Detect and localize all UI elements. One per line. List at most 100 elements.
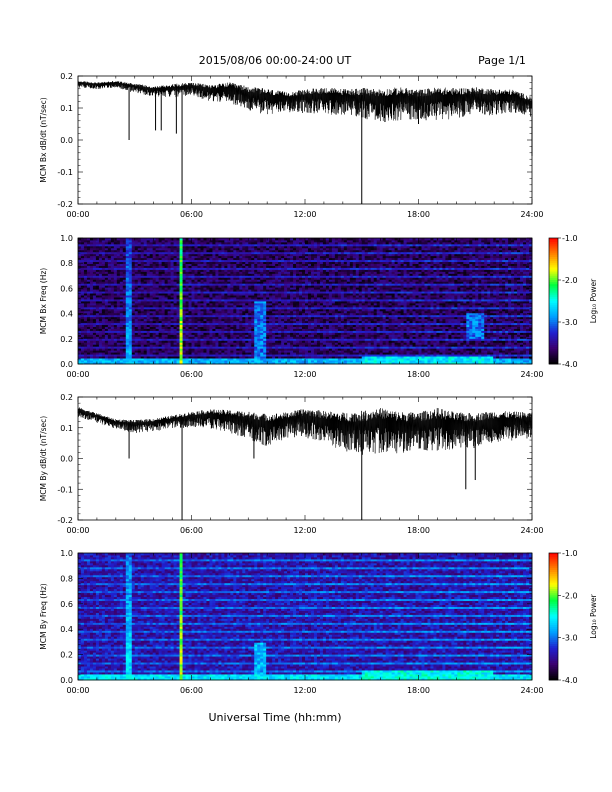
spectrogram-cell — [466, 362, 470, 365]
spectrogram-cell — [236, 360, 240, 363]
spectrogram-cell — [197, 350, 201, 353]
spectrogram-cell — [215, 332, 219, 335]
spectrogram-cell — [307, 352, 312, 355]
spectrogram-cell — [128, 348, 133, 351]
spectrogram-cell — [409, 334, 413, 337]
spectrogram-cell — [391, 334, 396, 337]
spectrogram-cell — [364, 348, 369, 351]
spectrogram-cell — [239, 334, 243, 337]
spectrogram-cell — [409, 360, 413, 363]
spectrogram-cell — [116, 350, 121, 353]
spectrogram-cell — [382, 328, 387, 331]
spectrogram-cell — [119, 358, 124, 361]
spectrogram-cell — [236, 348, 240, 351]
spectrogram-cell — [104, 338, 109, 341]
spectrogram-cell — [170, 352, 174, 355]
spectrogram-cell — [305, 356, 309, 359]
spectrogram-cell — [128, 362, 133, 365]
spectrogram-cell — [529, 336, 533, 339]
spectrogram-cell — [272, 326, 276, 329]
spectrogram-cell — [158, 362, 163, 365]
spectrogram-cell — [481, 346, 485, 349]
spectrogram-cell — [299, 322, 303, 326]
spectrogram-cell — [92, 360, 97, 363]
spectrogram-cell — [254, 340, 258, 343]
spectrogram-cell — [364, 356, 369, 359]
spectrogram-cell — [254, 346, 258, 349]
spectrogram-cell — [409, 338, 413, 341]
spectrogram-cell — [379, 336, 384, 339]
spectrogram-cell — [122, 340, 127, 343]
spectrogram-cell — [481, 322, 485, 326]
spectrogram-cell — [98, 352, 103, 355]
spectrogram-cell — [421, 332, 425, 335]
spectrogram-cell — [391, 324, 396, 327]
spectrogram-cell — [80, 328, 85, 331]
spectrogram-cell — [260, 358, 264, 361]
spectrogram-cell — [191, 324, 195, 327]
spectrogram-cell — [266, 360, 270, 363]
spectrogram-cell — [83, 342, 88, 345]
spectrogram-cell — [457, 358, 461, 361]
page-indicator: Page 1/1 — [478, 54, 526, 67]
spectrogram-cell — [358, 328, 363, 331]
spectrogram-cell — [98, 354, 103, 357]
spectrogram-cell — [119, 326, 124, 329]
spectrogram-cell — [469, 362, 473, 365]
spectrogram-cell — [155, 334, 160, 337]
spectrogram-cell — [179, 324, 183, 327]
spectrogram-cell — [349, 358, 354, 361]
spectrogram-cell — [400, 356, 404, 359]
spectrogram-cell — [361, 358, 366, 361]
spectrogram-cell — [197, 326, 201, 329]
spectrogram-cell — [463, 328, 467, 331]
spectrogram-cell — [221, 356, 225, 359]
spectrogram-cell — [161, 354, 166, 357]
spectrogram-cell — [397, 322, 401, 326]
spectrogram-cell — [281, 328, 285, 331]
spectrogram-cell — [391, 358, 396, 361]
spectrogram-cell — [472, 362, 476, 365]
spectrogram-cell — [239, 362, 243, 365]
spectrogram-cell — [293, 334, 297, 337]
spectrogram-cell — [257, 346, 261, 349]
spectrogram-cell — [373, 334, 378, 337]
spectrogram-cell — [328, 346, 333, 349]
spectrogram-cell — [296, 322, 300, 326]
spectrogram-cell — [272, 356, 276, 359]
spectrogram-cell — [427, 348, 431, 351]
spectrogram-cell — [236, 358, 240, 361]
spectrogram-cell — [215, 358, 219, 361]
spectrogram-cell — [358, 340, 363, 343]
spectrogram-cell — [370, 358, 375, 361]
spectrogram-cell — [116, 334, 121, 337]
spectrogram-cell — [493, 356, 497, 359]
spectrogram-cell — [86, 326, 91, 329]
spectrogram-cell — [502, 356, 506, 359]
spectrogram-cell — [511, 342, 515, 345]
spectrogram-cell — [98, 358, 103, 361]
spectrogram-cell — [104, 334, 109, 337]
spectrogram-cell — [382, 352, 387, 355]
spectrogram-cell — [191, 336, 195, 339]
spectrogram-cell — [293, 352, 297, 355]
spectrogram-cell — [508, 352, 512, 355]
spectrogram-cell — [346, 356, 351, 359]
spectrogram-cell — [418, 346, 422, 349]
spectrogram-cell — [526, 330, 530, 333]
spectrogram-cell — [146, 322, 151, 326]
spectrogram-cell — [442, 330, 446, 333]
spectrogram-cell — [394, 352, 398, 355]
spectrogram-cell — [412, 348, 416, 351]
spectrogram-cell — [325, 324, 330, 327]
spectrogram-cell — [206, 324, 210, 327]
spectrogram-cell — [239, 350, 243, 353]
spectrogram-cell — [107, 348, 112, 351]
spectrogram-cell — [436, 360, 440, 363]
spectrogram-cell — [355, 326, 360, 329]
spectrogram-cell — [176, 352, 180, 355]
spectrogram-cell — [385, 326, 390, 329]
spectrogram-cell — [367, 336, 372, 339]
spectrogram-cell — [263, 342, 267, 345]
spectrogram-cell — [364, 362, 369, 365]
